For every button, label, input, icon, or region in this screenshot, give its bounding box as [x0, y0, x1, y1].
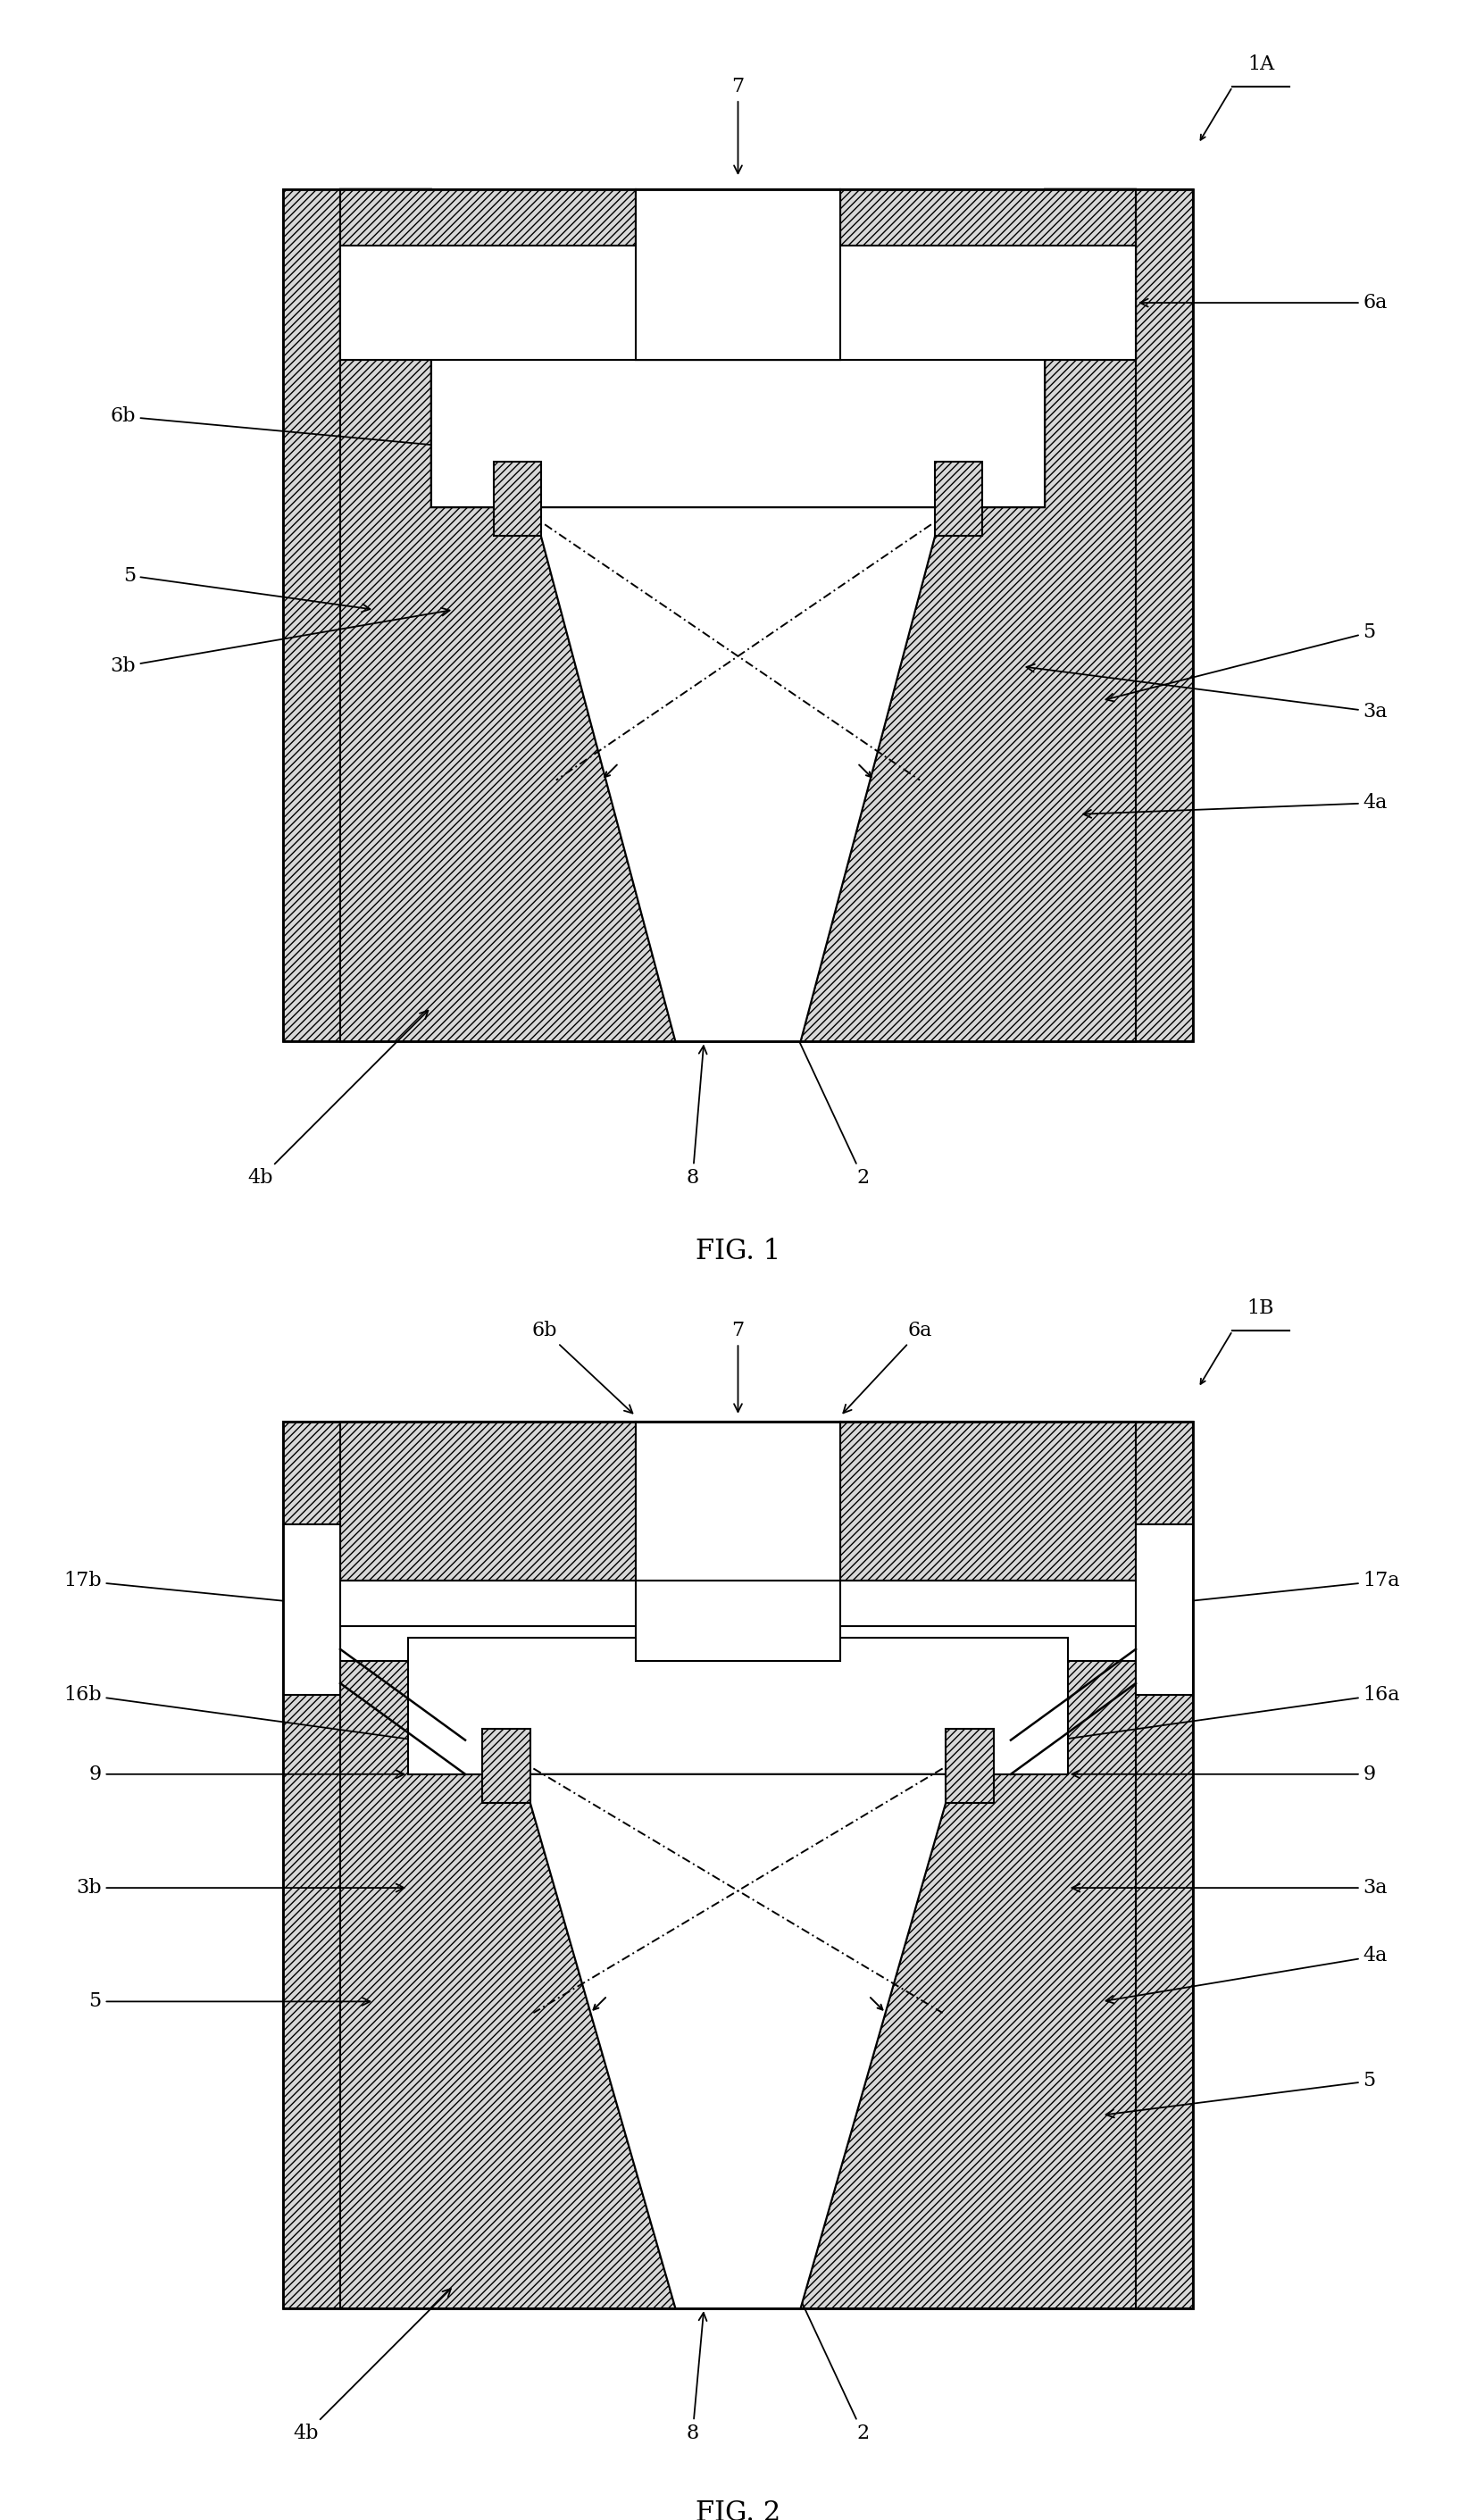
Text: 4a: 4a: [1083, 794, 1387, 819]
Bar: [840, 189, 1137, 360]
Bar: [636, 189, 840, 360]
Text: 5: 5: [123, 567, 370, 612]
Text: 6b: 6b: [531, 1320, 633, 1414]
Bar: [636, 1421, 840, 1625]
Text: 4b: 4b: [248, 1011, 428, 1187]
Bar: [636, 1580, 840, 1661]
Text: 4a: 4a: [1106, 1945, 1387, 2003]
Polygon shape: [800, 189, 1137, 1041]
Polygon shape: [339, 189, 676, 1041]
Text: FIG. 2: FIG. 2: [695, 2500, 781, 2520]
Text: 5: 5: [89, 1991, 370, 2011]
Bar: [339, 247, 1137, 360]
Text: 3a: 3a: [1072, 1877, 1387, 1898]
Text: 9: 9: [89, 1764, 404, 1784]
Text: 2: 2: [785, 1011, 869, 1187]
Bar: [339, 224, 1137, 360]
Polygon shape: [523, 1774, 953, 2308]
Bar: [283, 1421, 1193, 2308]
Bar: [934, 461, 983, 537]
Bar: [946, 1729, 993, 1802]
Text: 17b: 17b: [63, 1570, 307, 1605]
Text: 2: 2: [785, 2268, 869, 2444]
Text: 3b: 3b: [111, 607, 450, 675]
Bar: [483, 1729, 530, 1802]
Text: 6b: 6b: [111, 406, 490, 454]
Text: 8: 8: [686, 1046, 707, 1187]
Bar: [431, 360, 1045, 507]
Text: 6a: 6a: [843, 1320, 931, 1414]
Text: 7: 7: [732, 1320, 744, 1411]
Bar: [493, 461, 542, 537]
Text: 5: 5: [1106, 2071, 1376, 2117]
Bar: [840, 1421, 1137, 1580]
Polygon shape: [533, 507, 943, 1041]
Text: 16b: 16b: [63, 1686, 494, 1754]
Text: 17a: 17a: [1169, 1570, 1401, 1605]
Bar: [339, 189, 636, 360]
Text: 1A: 1A: [1247, 55, 1274, 73]
Bar: [283, 189, 1193, 1041]
Text: 3b: 3b: [75, 1877, 404, 1898]
Text: 3a: 3a: [1026, 665, 1387, 721]
Polygon shape: [339, 1580, 1137, 1693]
Polygon shape: [339, 1580, 676, 2308]
Bar: [339, 1421, 636, 1580]
Bar: [409, 1638, 1067, 1774]
Text: 9: 9: [1072, 1764, 1376, 1784]
Bar: [1137, 1525, 1193, 1693]
Text: 5: 5: [1106, 622, 1376, 701]
Text: 8: 8: [686, 2313, 707, 2444]
Bar: [283, 1525, 339, 1693]
Text: 7: 7: [732, 78, 744, 174]
Bar: [636, 189, 840, 360]
Polygon shape: [800, 1580, 1137, 2308]
Text: FIG. 1: FIG. 1: [695, 1237, 781, 1265]
Text: 4b: 4b: [294, 2288, 450, 2444]
Bar: [283, 189, 1193, 1041]
Bar: [283, 1421, 1193, 2308]
Bar: [339, 1580, 1137, 1625]
Text: 6a: 6a: [1139, 292, 1387, 312]
Text: 1B: 1B: [1247, 1298, 1274, 1318]
Text: 16a: 16a: [982, 1686, 1401, 1754]
